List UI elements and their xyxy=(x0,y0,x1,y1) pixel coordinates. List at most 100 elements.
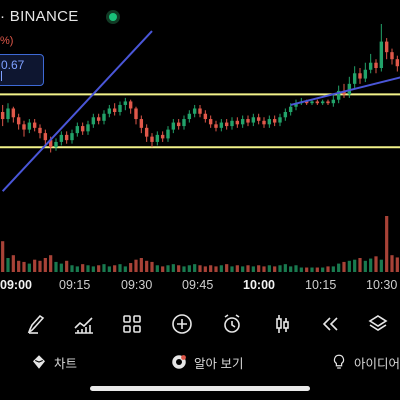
candle-body xyxy=(379,41,384,68)
add-icon[interactable] xyxy=(168,310,196,338)
volume-bar xyxy=(43,258,47,272)
candle-body xyxy=(363,69,368,79)
candle-body xyxy=(224,122,229,127)
trendline[interactable] xyxy=(1,30,153,192)
candle-body xyxy=(118,104,122,112)
percent-change: %) xyxy=(0,35,14,47)
lightbulb-icon xyxy=(333,354,345,369)
volume-bar xyxy=(6,258,10,272)
candle-body xyxy=(182,119,186,127)
candle-body xyxy=(144,127,149,137)
volume-bar xyxy=(310,267,314,272)
candle-body xyxy=(331,99,336,104)
candlestick-icon[interactable] xyxy=(268,310,296,338)
volume-bar xyxy=(65,260,69,272)
volume-bar xyxy=(353,259,357,272)
volume-bar xyxy=(305,267,309,272)
volume-bar xyxy=(347,260,351,272)
volume-bar xyxy=(171,264,175,272)
candle-body xyxy=(6,108,10,120)
candle-body xyxy=(230,120,234,127)
candle-body xyxy=(326,101,330,104)
candle-body xyxy=(187,113,192,120)
tab-alert-label: 알아 보기 xyxy=(194,356,244,371)
volume-bar xyxy=(203,266,207,272)
candle-body xyxy=(342,90,346,95)
volume-bar xyxy=(241,266,245,272)
volume-bar xyxy=(38,260,42,272)
volume-bar xyxy=(342,261,346,272)
volume-bar xyxy=(17,260,21,272)
candle-body xyxy=(288,106,293,112)
volume-bar xyxy=(209,265,213,272)
candle-body xyxy=(272,119,277,123)
price-tag-marker xyxy=(1,71,8,81)
candle-body xyxy=(208,119,213,125)
candle-body xyxy=(43,133,48,141)
symbol-title: · BINANCE xyxy=(0,8,79,25)
volume-bar xyxy=(187,265,191,272)
volume-bar xyxy=(75,266,79,272)
volume-bar xyxy=(257,265,261,272)
volume-bar xyxy=(315,267,319,272)
trendline[interactable] xyxy=(290,76,400,106)
volume-bar xyxy=(150,261,154,272)
volume-bar xyxy=(390,255,394,272)
time-label-0945: 09:45 xyxy=(182,278,214,292)
volume-bar xyxy=(299,267,303,272)
volume-bar xyxy=(107,266,111,272)
volume-bar xyxy=(331,266,335,272)
tab-chart-label: 차트 xyxy=(54,356,78,371)
volume-bar xyxy=(273,266,277,272)
candle-body xyxy=(336,90,341,100)
volume-bar xyxy=(369,258,373,272)
candle-body xyxy=(0,112,5,120)
layers-icon[interactable] xyxy=(364,310,392,338)
pen-icon[interactable] xyxy=(23,310,51,338)
volume-bar xyxy=(262,266,266,272)
volume-bar xyxy=(225,264,229,272)
alarm-icon[interactable] xyxy=(218,310,246,338)
candle-body xyxy=(198,108,202,114)
candle-body xyxy=(112,108,117,112)
rewind-icon[interactable] xyxy=(316,310,344,338)
grid-icon[interactable] xyxy=(118,310,146,338)
candle-body xyxy=(246,119,250,123)
volume-bar xyxy=(193,264,197,272)
volume-bar xyxy=(54,261,58,272)
candle-body xyxy=(64,134,69,141)
indicators-icon[interactable] xyxy=(70,310,98,338)
explore-icon xyxy=(172,355,186,369)
volume-bar xyxy=(235,265,239,272)
volume-bar xyxy=(123,266,127,272)
volume-bar xyxy=(129,263,133,272)
diamond-icon xyxy=(33,355,45,369)
candle-body xyxy=(283,112,288,118)
tab-alert[interactable]: 알아 보기 xyxy=(170,352,243,372)
volume-bar xyxy=(81,264,85,272)
volume-bar xyxy=(385,216,389,272)
price-tag[interactable]: 0.67 xyxy=(0,54,44,86)
volume-bar xyxy=(363,260,367,272)
tab-ideas[interactable]: 아이디어 xyxy=(330,352,400,372)
candle-body xyxy=(352,73,357,84)
volume-bar xyxy=(118,264,122,272)
volume-bar xyxy=(134,259,138,272)
tab-ideas-label: 아이디어 xyxy=(354,356,400,371)
volume-bar xyxy=(219,265,223,272)
volume-bar xyxy=(166,265,170,272)
volume-bar xyxy=(22,261,26,272)
candle-body xyxy=(251,117,256,123)
candle-body xyxy=(48,140,53,148)
volume-bar xyxy=(337,263,341,272)
candle-body xyxy=(390,52,394,60)
drawing-toolbar xyxy=(0,304,400,344)
candle-body xyxy=(395,59,400,67)
volume-bar xyxy=(177,265,181,272)
candle-body xyxy=(128,101,133,109)
tab-chart[interactable]: 차트 xyxy=(30,352,77,372)
candle-body xyxy=(235,120,240,125)
candle-body xyxy=(107,108,112,114)
candle-body xyxy=(267,119,272,125)
